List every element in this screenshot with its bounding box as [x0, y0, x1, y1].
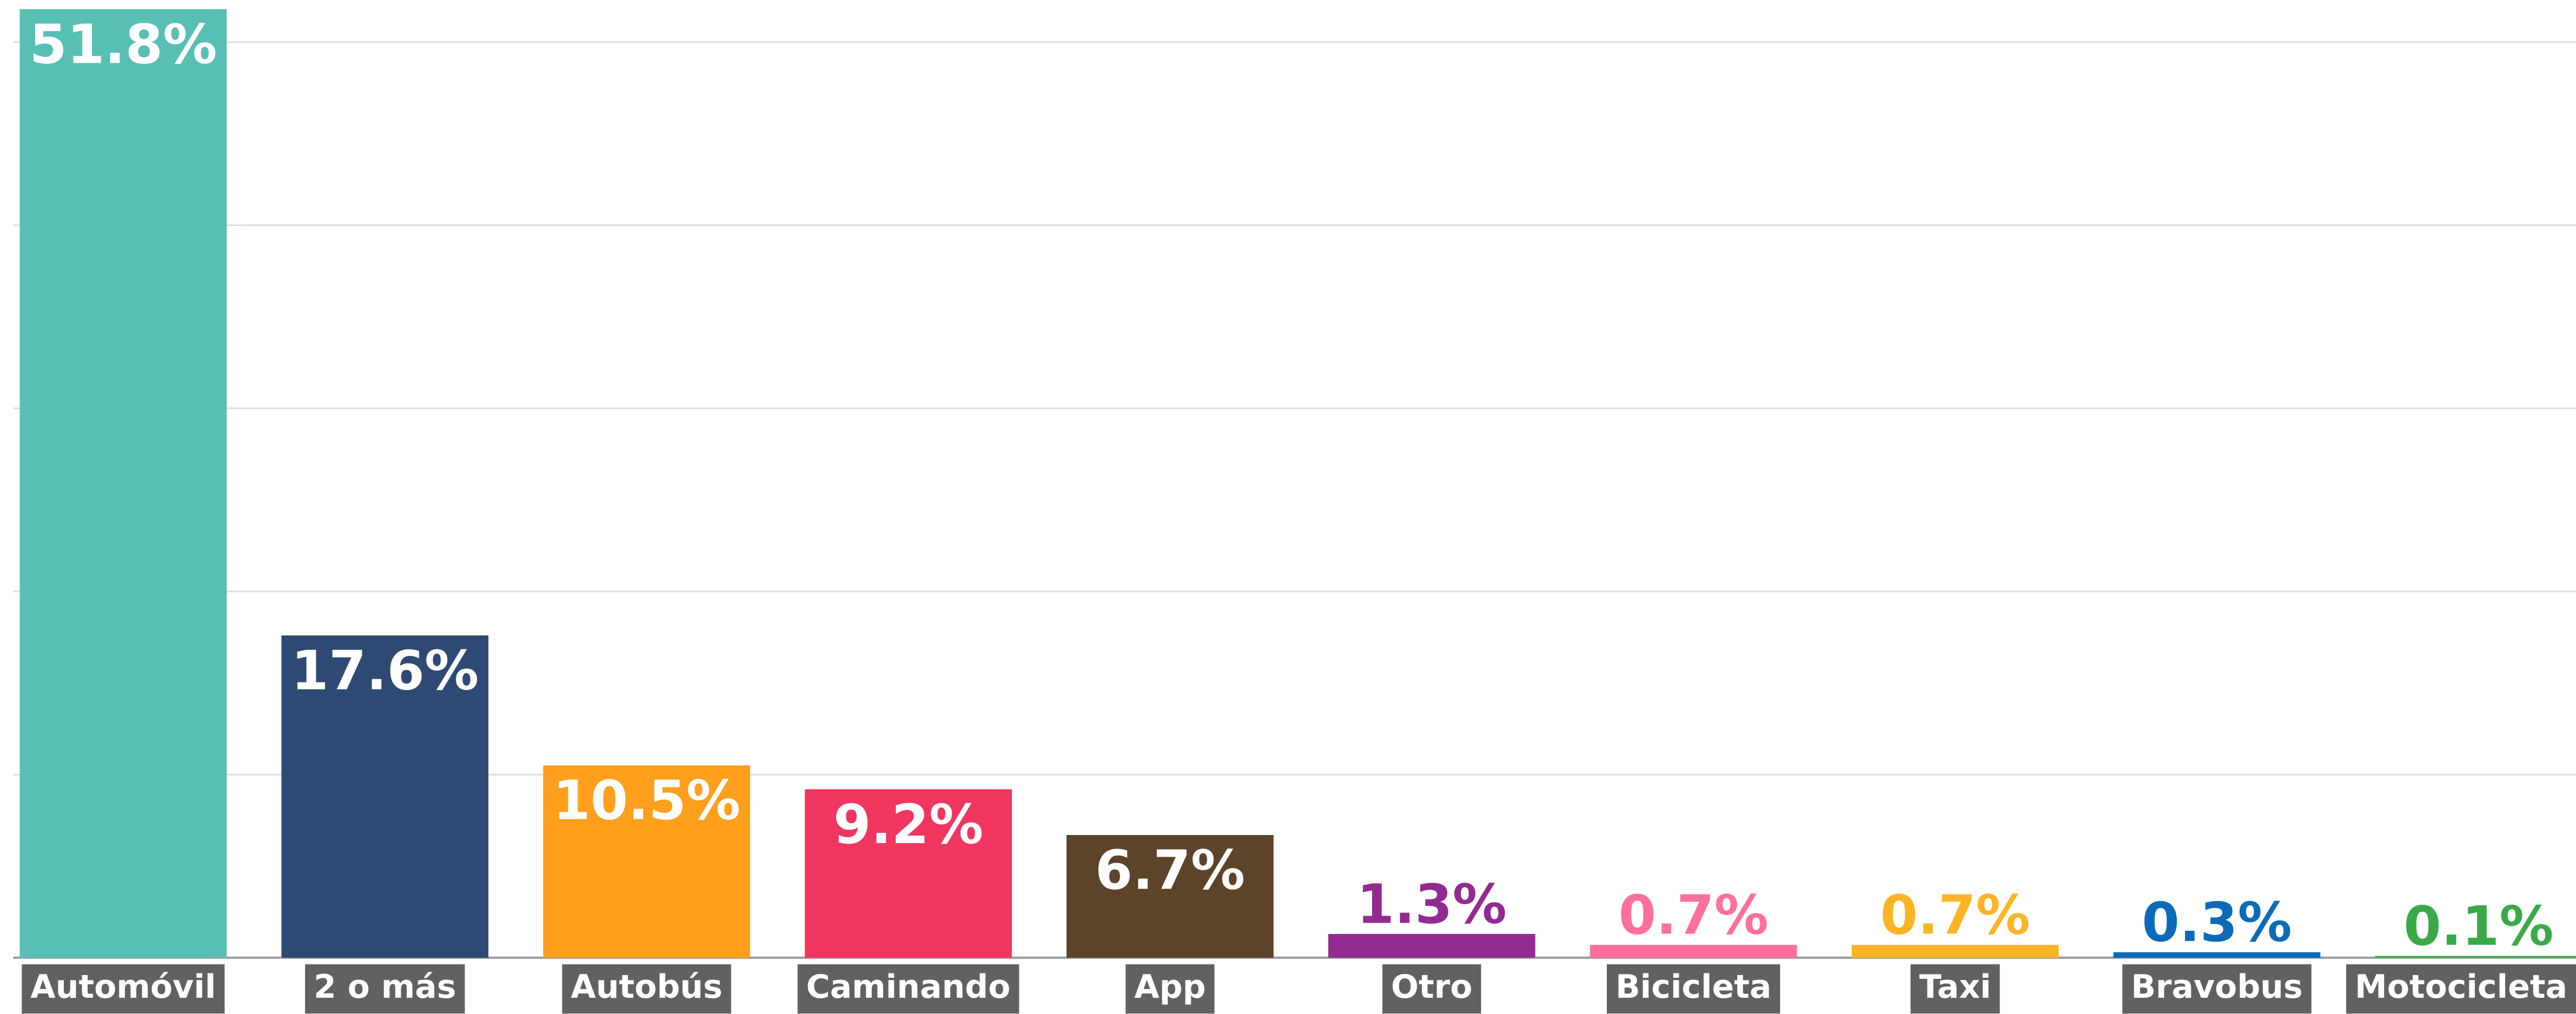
bar — [1328, 933, 1535, 958]
category-box — [797, 964, 1019, 1014]
category-label: Otro — [1382, 964, 1481, 1014]
value-label: 0.7% — [1619, 884, 1769, 947]
x-tick-label: Bravobus — [2131, 968, 2303, 1006]
category-box — [1606, 964, 1780, 1014]
category-label: Taxi — [1910, 964, 2000, 1014]
category-label: App — [1125, 964, 1215, 1014]
x-tick-label: Autobús — [571, 968, 722, 1006]
category-box — [1382, 964, 1481, 1014]
category-label: Automóvil — [22, 964, 225, 1014]
category-box — [562, 964, 731, 1014]
category-box — [1125, 964, 1215, 1014]
value-label: 51.8% — [29, 12, 217, 76]
category-box — [2122, 964, 2312, 1014]
bar — [2375, 956, 2576, 958]
category-box — [2346, 964, 2576, 1014]
x-tick-label: Taxi — [1919, 968, 1991, 1006]
bar — [805, 789, 1012, 958]
category-label: 2 o más — [304, 964, 465, 1014]
bar — [1851, 945, 2059, 958]
value-label: 6.7% — [1095, 838, 1245, 902]
bar — [2113, 952, 2321, 958]
bar — [1067, 835, 1274, 958]
category-label: Motocicleta — [2346, 964, 2576, 1014]
x-tick-label: App — [1134, 968, 1206, 1006]
x-tick-label: 2 o más — [314, 968, 456, 1006]
value-label: 17.6% — [291, 639, 479, 702]
category-label: Bicicleta — [1606, 964, 1780, 1014]
value-label: 10.5% — [553, 769, 740, 832]
category-box — [22, 964, 225, 1014]
x-tick-label: Automóvil — [30, 968, 216, 1006]
category-label: Autobús — [562, 964, 731, 1014]
value-label: 9.2% — [833, 793, 983, 856]
value-label: 1.3% — [1357, 872, 1507, 936]
x-tick-label: Bicicleta — [1615, 968, 1771, 1006]
category-label: Caminando — [797, 964, 1019, 1014]
value-label: 0.1% — [2403, 894, 2553, 958]
value-label: 0.3% — [2142, 891, 2292, 954]
bar — [281, 635, 489, 958]
x-tick-label: Caminando — [806, 968, 1011, 1006]
x-tick-label: Otro — [1391, 968, 1473, 1006]
bar — [543, 765, 750, 958]
value-label: 0.7% — [1880, 884, 2030, 947]
category-label: Bravobus — [2122, 964, 2312, 1014]
bar — [19, 9, 227, 958]
category-box — [1910, 964, 2000, 1014]
x-tick-label: Motocicleta — [2355, 968, 2567, 1006]
bar — [1590, 945, 1797, 958]
category-box — [304, 964, 465, 1014]
